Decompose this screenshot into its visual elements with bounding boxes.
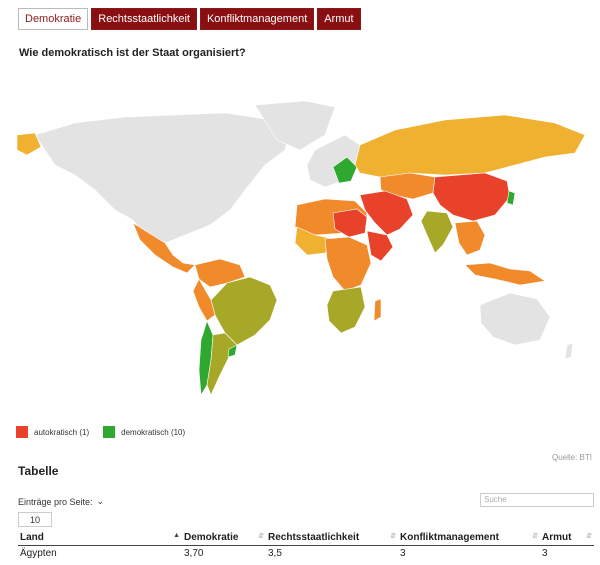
- region-australia[interactable]: [479, 292, 551, 346]
- table-row: Ägypten 3,70 3,5 3 3: [18, 546, 594, 562]
- column-header-demokratie[interactable]: Demokratie ⇵: [182, 530, 266, 546]
- region-mexico[interactable]: [132, 222, 196, 274]
- chevron-down-icon[interactable]: ⌄: [96, 496, 105, 506]
- region-india[interactable]: [420, 210, 454, 254]
- region-sahel[interactable]: [332, 208, 368, 238]
- sort-icon: ⇵: [532, 533, 538, 540]
- sort-icon: ⇵: [258, 533, 264, 540]
- region-madagascar[interactable]: [373, 298, 382, 322]
- column-header-land[interactable]: Land ▲: [18, 530, 182, 546]
- tab-demokratie[interactable]: Demokratie: [18, 8, 89, 30]
- world-map[interactable]: [15, 95, 595, 420]
- cell-demokratie: 3,70: [184, 548, 204, 559]
- region-uruguay[interactable]: [227, 344, 238, 358]
- region-china[interactable]: [432, 172, 511, 222]
- search-input[interactable]: Suche: [480, 493, 594, 507]
- cell-land: Ägypten: [20, 548, 57, 559]
- legend-label-autocratic: autokratisch (1): [34, 427, 90, 437]
- region-central-africa[interactable]: [324, 236, 372, 292]
- sort-icon: ⇵: [390, 533, 396, 540]
- cell-konfliktmanagement: 3: [400, 548, 406, 559]
- map-title: Wie demokratisch ist der Staat organisie…: [19, 47, 246, 59]
- region-russia[interactable]: [354, 114, 586, 178]
- region-colombia-venezuela[interactable]: [194, 258, 246, 288]
- region-middle-east[interactable]: [359, 190, 414, 236]
- region-west-africa[interactable]: [294, 226, 334, 256]
- region-southern-africa[interactable]: [326, 286, 366, 334]
- region-southeast-asia[interactable]: [454, 220, 486, 256]
- cell-armut: 3: [542, 548, 548, 559]
- region-korea-japan[interactable]: [506, 190, 516, 206]
- tab-bar: Demokratie Rechtsstaatlichkeit Konfliktm…: [18, 8, 361, 30]
- data-table: Land ▲ Demokratie ⇵ Rechtsstaatlichkeit ⇵ K…: [18, 530, 594, 561]
- region-alaska[interactable]: [16, 132, 42, 156]
- entries-per-page: Einträge pro Seite: ⌄: [18, 496, 104, 507]
- legend-swatch-democratic: [103, 426, 116, 438]
- sort-icon: ⇵: [586, 533, 592, 540]
- source-note: Quelle: BTI: [551, 453, 592, 462]
- tab-rechtsstaatlichkeit[interactable]: Rechtsstaatlichkeit: [91, 8, 197, 30]
- sort-asc-icon: ▲: [173, 532, 180, 539]
- column-header-rechtsstaatlichkeit[interactable]: Rechtsstaatlichkeit ⇵: [266, 530, 398, 546]
- region-new-zealand[interactable]: [564, 342, 574, 360]
- column-header-armut[interactable]: Armut ⇵: [540, 530, 594, 546]
- tab-armut[interactable]: Armut: [317, 8, 361, 30]
- entries-select[interactable]: 10: [18, 512, 52, 527]
- region-central-asia[interactable]: [379, 172, 436, 200]
- region-eastern-europe[interactable]: [332, 156, 358, 184]
- region-indonesia[interactable]: [464, 262, 546, 286]
- entries-label: Einträge pro Seite:: [18, 496, 93, 507]
- cell-rechtsstaatlichkeit: 3,5: [268, 548, 282, 559]
- region-horn-of-africa[interactable]: [366, 230, 394, 262]
- tab-konfliktmanagement[interactable]: Konfliktmanagement: [199, 8, 315, 30]
- legend-swatch-autocratic: [16, 426, 28, 438]
- table-title: Tabelle: [18, 464, 59, 478]
- map-legend: autokratisch (1) demokratisch (10): [16, 426, 185, 438]
- column-header-konfliktmanagement[interactable]: Konfliktmanagement ⇵: [398, 530, 540, 546]
- legend-label-democratic: demokratisch (10): [121, 427, 186, 437]
- region-north-america[interactable]: [34, 112, 291, 244]
- region-greenland[interactable]: [254, 100, 336, 151]
